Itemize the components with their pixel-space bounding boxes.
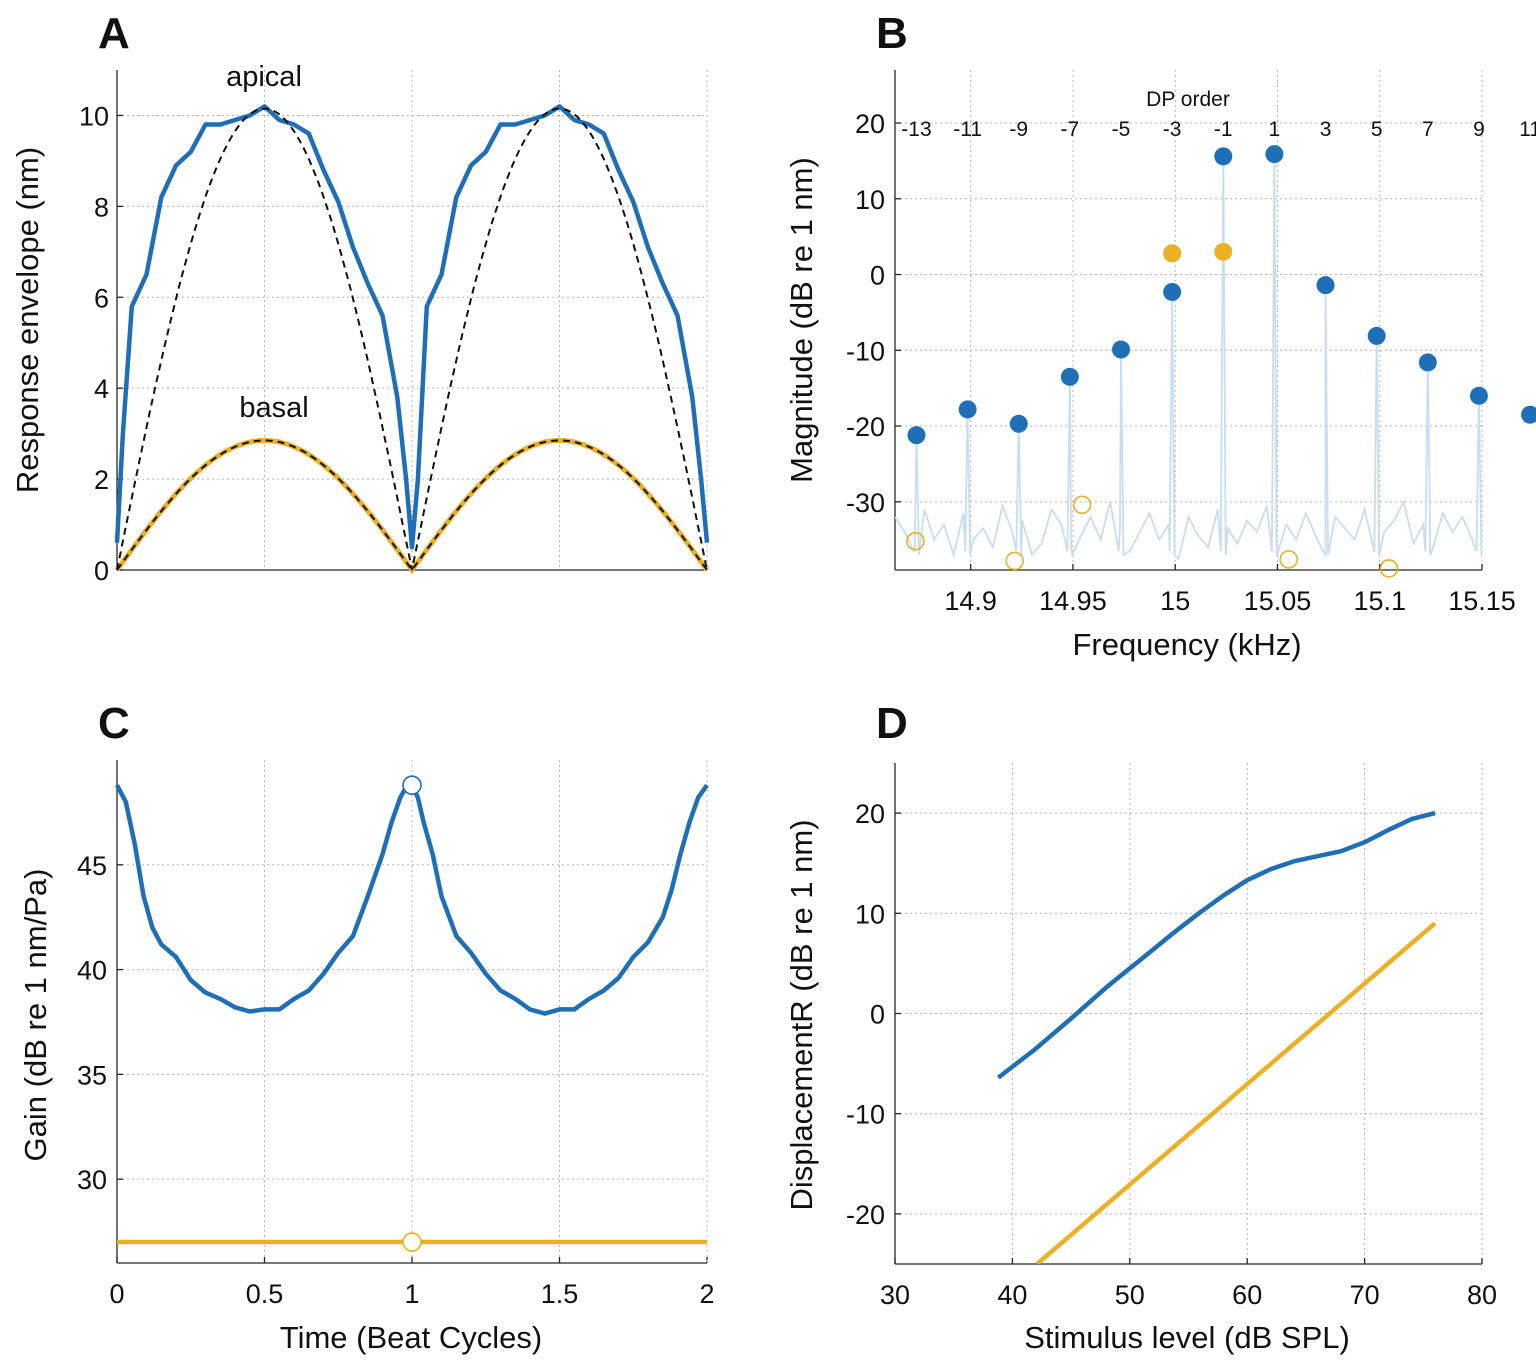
panel-d-chart: Stimulus level (dB SPL) DisplacementR (d… bbox=[784, 763, 1497, 1355]
dp-order-label: -5 bbox=[1112, 118, 1131, 141]
y-tick-label: -10 bbox=[846, 336, 885, 366]
basal-label: basal bbox=[239, 392, 308, 424]
x-tick-label: 80 bbox=[1467, 1280, 1497, 1310]
basal-reference-dashed-line bbox=[116, 439, 708, 572]
x-tick-label: 1.5 bbox=[541, 1279, 579, 1309]
dp-order-label: 11 bbox=[1519, 118, 1536, 141]
panel-b-xlabel: Frequency (kHz) bbox=[1072, 627, 1301, 662]
panel-c-ylabel: Gain (dB re 1 nm/Pa) bbox=[18, 869, 53, 1162]
y-tick-label: -30 bbox=[846, 488, 885, 518]
apical-dp-marker bbox=[1112, 340, 1131, 359]
panel-d-xlabel: Stimulus level (dB SPL) bbox=[1024, 1320, 1350, 1355]
apical-reference-dashed-line bbox=[116, 107, 708, 571]
basal-open-marker bbox=[1072, 495, 1092, 515]
apical-dp-marker bbox=[907, 426, 926, 445]
y-tick-label: 4 bbox=[94, 374, 109, 404]
dp-order-label: -9 bbox=[1009, 118, 1028, 141]
x-tick-label: 14.9 bbox=[944, 586, 997, 616]
apical-displacement-line bbox=[996, 810, 1436, 1080]
apical-dp-marker bbox=[1265, 145, 1284, 164]
apical-dp-marker bbox=[1418, 353, 1437, 372]
basal-dp-marker bbox=[1163, 244, 1182, 263]
apical-dp-marker bbox=[1060, 367, 1079, 386]
x-tick-label: 15.1 bbox=[1353, 586, 1406, 616]
y-tick-label: -20 bbox=[846, 1200, 885, 1230]
panel-b-ylabel: Magnitude (dB re 1 nm) bbox=[784, 157, 819, 483]
dp-order-label: 3 bbox=[1320, 118, 1332, 141]
apical-dp-marker bbox=[1163, 282, 1182, 301]
y-tick-label: 0 bbox=[94, 556, 109, 586]
dp-order-label: -11 bbox=[953, 118, 982, 141]
apical-dp-marker bbox=[1521, 405, 1536, 424]
y-tick-label: 30 bbox=[77, 1165, 107, 1195]
dp-order-label: 7 bbox=[1422, 118, 1434, 141]
dp-order-label: 9 bbox=[1473, 118, 1485, 141]
y-tick-label: 45 bbox=[77, 851, 107, 881]
dp-order-label: 5 bbox=[1371, 118, 1383, 141]
basal-open-marker bbox=[1005, 551, 1024, 571]
panel-d-ylabel: DisplacementR (dB re 1 nm) bbox=[784, 819, 819, 1210]
x-tick-label: 30 bbox=[880, 1280, 910, 1310]
dp-order-label: 1 bbox=[1269, 118, 1281, 141]
panel-d-letter: D bbox=[876, 699, 908, 748]
y-tick-label: 2 bbox=[94, 465, 109, 495]
y-tick-label: 10 bbox=[855, 185, 885, 215]
x-tick-label: 40 bbox=[997, 1280, 1027, 1310]
x-tick-label: 50 bbox=[1115, 1280, 1145, 1310]
y-tick-label: 6 bbox=[94, 283, 109, 313]
dp-order-label: -13 bbox=[901, 118, 931, 141]
apical-envelope-line bbox=[114, 104, 710, 550]
y-tick-label: 20 bbox=[855, 799, 885, 829]
dp-order-title: DP order bbox=[1146, 88, 1230, 111]
basal-open-marker bbox=[906, 531, 925, 551]
apical-dp-marker bbox=[1214, 147, 1233, 166]
gain-marker bbox=[402, 1232, 422, 1252]
y-tick-label: 10 bbox=[855, 899, 885, 929]
y-tick-label: 0 bbox=[870, 261, 885, 291]
panel-b-letter: B bbox=[876, 9, 908, 58]
basal-displacement-line bbox=[1035, 921, 1437, 1264]
x-tick-label: 15 bbox=[1160, 586, 1190, 616]
panel-c-letter: C bbox=[98, 699, 130, 748]
y-tick-label: 10 bbox=[79, 101, 109, 131]
dp-order-label: -7 bbox=[1061, 118, 1080, 141]
x-tick-label: 0.5 bbox=[246, 1279, 284, 1309]
gain-marker bbox=[402, 775, 422, 795]
x-tick-label: 15.05 bbox=[1244, 586, 1312, 616]
panel-c-xlabel: Time (Beat Cycles) bbox=[280, 1320, 542, 1355]
panel-c-chart: Time (Beat Cycles) Gain (dB re 1 nm/Pa) … bbox=[18, 760, 715, 1355]
y-tick-label: 8 bbox=[94, 192, 109, 222]
basal-dp-marker bbox=[1214, 242, 1233, 261]
x-tick-label: 70 bbox=[1350, 1280, 1380, 1310]
x-tick-label: 1 bbox=[404, 1279, 419, 1309]
y-tick-label: -10 bbox=[846, 1100, 885, 1130]
y-tick-label: 40 bbox=[77, 956, 107, 986]
x-tick-label: 2 bbox=[699, 1279, 714, 1309]
panel-a-ylabel: Response envelope (nm) bbox=[10, 147, 45, 493]
apical-dp-marker bbox=[1009, 414, 1028, 433]
x-tick-label: 60 bbox=[1232, 1280, 1262, 1310]
panel-a-letter: A bbox=[98, 9, 130, 58]
apical-gain-line bbox=[115, 782, 709, 1016]
spectrum-line bbox=[895, 154, 1482, 561]
dp-order-label: -3 bbox=[1163, 118, 1182, 141]
apical-dp-marker bbox=[1469, 386, 1488, 405]
panel-a-chart: Response envelope (nm) apical basal 0246… bbox=[10, 61, 710, 586]
basal-open-marker bbox=[1279, 550, 1299, 569]
y-tick-label: 0 bbox=[870, 1000, 885, 1030]
basal-open-marker bbox=[1379, 559, 1399, 578]
dp-order-label: -1 bbox=[1214, 118, 1233, 141]
panel-b-chart: DP order Frequency (kHz) Magnitude (dB r… bbox=[784, 70, 1536, 662]
y-tick-label: -20 bbox=[846, 412, 885, 442]
apical-dp-marker bbox=[958, 400, 977, 419]
apical-dp-marker bbox=[1316, 276, 1335, 295]
x-tick-label: 15.15 bbox=[1448, 586, 1516, 616]
y-tick-label: 20 bbox=[855, 109, 885, 139]
apical-dp-marker bbox=[1367, 326, 1386, 345]
x-tick-label: 14.95 bbox=[1039, 586, 1107, 616]
x-tick-label: 0 bbox=[109, 1279, 124, 1309]
y-tick-label: 35 bbox=[77, 1060, 107, 1090]
